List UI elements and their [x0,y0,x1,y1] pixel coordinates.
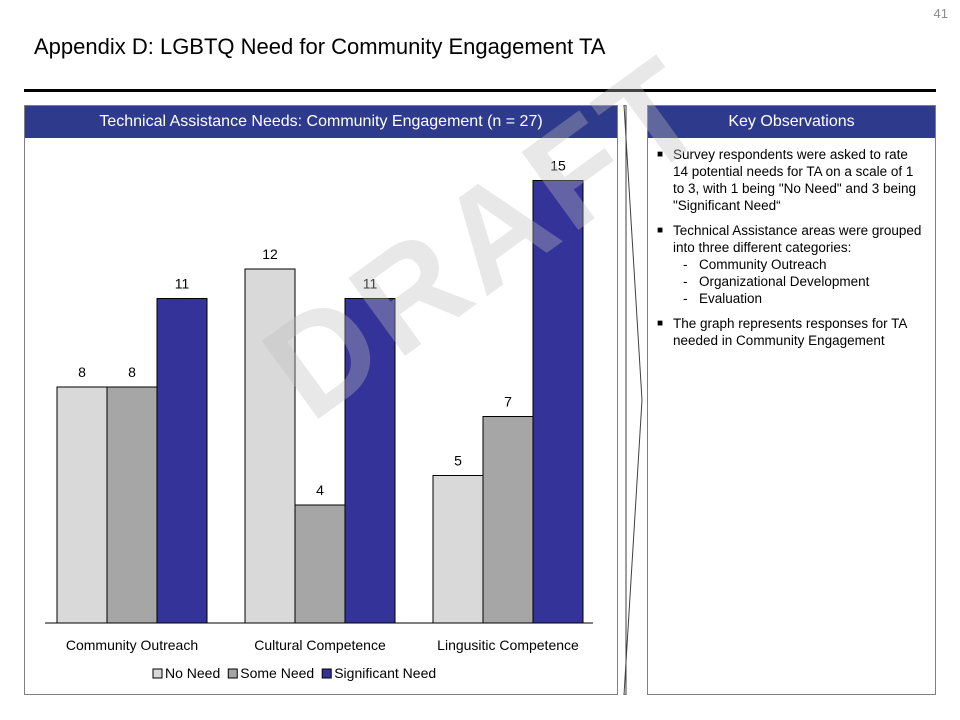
bar [432,475,484,624]
title-rule [24,89,936,92]
category-item: - Organizational Development [683,274,870,289]
data-label: 11 [363,276,378,292]
observation-item: ■ The graph represents responses for TA … [656,315,925,349]
observation-text: Survey respondents were asked to rate 14… [673,147,916,213]
observation-item: ■ Survey respondents were asked to rate … [656,146,925,214]
x-tick-label: Cultural Competence [254,637,386,653]
data-label: 5 [454,453,462,469]
legend-label: Some Need [240,665,314,681]
legend-label: No Need [165,665,220,681]
chart-panel: Technical Assistance Needs: Community En… [24,105,618,695]
x-tick-label: Lingusitic Competence [437,637,579,653]
bar [56,386,108,624]
legend-label: Significant Need [334,665,436,681]
observations-panel-header: Key Observations [648,106,935,138]
bar [244,268,296,624]
chart-panel-header: Technical Assistance Needs: Community En… [25,106,617,138]
category-item: - Evaluation [683,291,763,306]
observation-text: The graph represents responses for TA ne… [673,316,907,348]
page-title: Appendix D: LGBTQ Need for Community Eng… [34,34,606,59]
legend-swatch [321,668,332,679]
data-label: 7 [504,394,512,410]
bar [532,180,584,624]
bar [294,504,346,624]
data-label: 8 [78,364,86,380]
page-number: 41 [933,6,948,21]
observation-item: ■ Technical Assistance areas were groupe… [656,222,925,307]
bar-chart: 8 8 11 Community Outreach 12 4 11 Cultural Comp… [45,158,593,681]
legend-swatch [152,668,163,679]
data-label: 8 [128,364,136,380]
chevron-divider-icon [623,105,643,695]
observations-panel: Key Observations ■ Survey respondents we… [647,105,936,695]
bar [344,298,396,624]
data-label: 12 [262,246,278,262]
legend-swatch [227,668,238,679]
square-bullet-icon: ■ [657,225,664,236]
observations-list: ■ Survey respondents were asked to rate … [656,146,925,357]
category-item: - Community Outreach [683,257,827,272]
data-label: 4 [316,482,324,498]
data-label: 11 [175,276,190,292]
category-list: - Community Outreach - Organizational Deve… [673,256,925,307]
square-bullet-icon: ■ [657,149,664,160]
bar [106,386,158,624]
bar [156,298,208,624]
square-bullet-icon: ■ [657,318,664,329]
data-label: 15 [550,158,566,174]
x-tick-label: Community Outreach [66,637,198,653]
observation-text: Technical Assistance areas were grouped … [673,223,922,255]
bar [482,416,534,624]
